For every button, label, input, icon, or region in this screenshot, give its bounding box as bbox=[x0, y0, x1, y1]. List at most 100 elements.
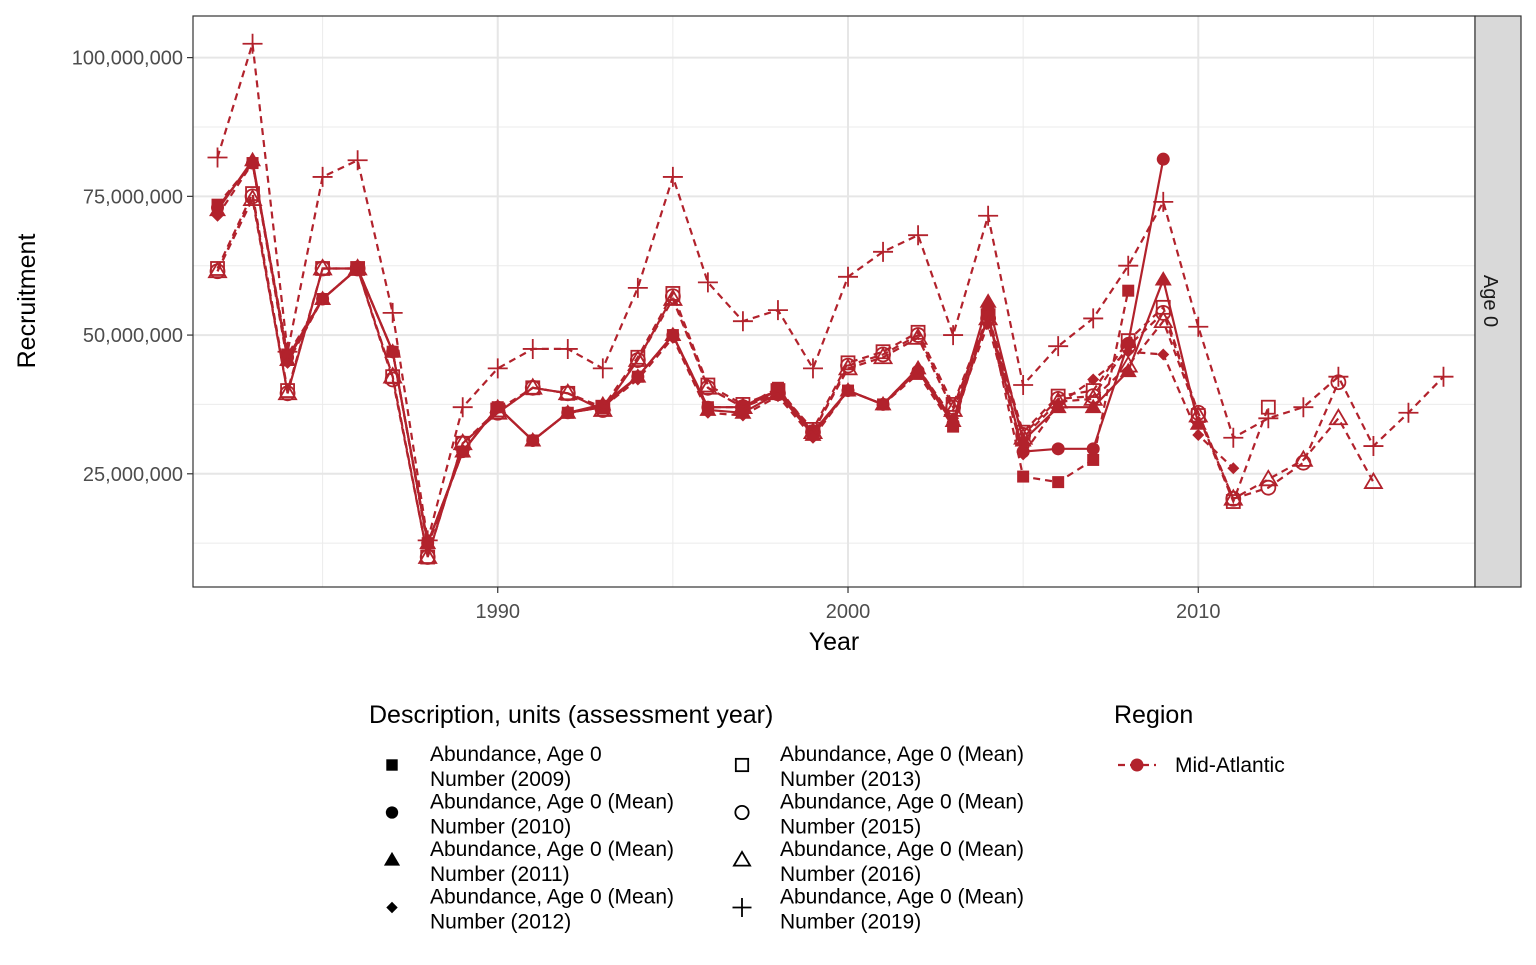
data-point-open-triangle bbox=[767, 383, 789, 401]
x-axis-title: Year bbox=[809, 628, 860, 656]
data-point-plus bbox=[802, 358, 823, 379]
data-point-filled-triangle bbox=[1119, 362, 1137, 378]
legend-entry-line1: Abundance, Age 0 (Mean) bbox=[780, 791, 1024, 814]
y-tick-label: 100,000,000 bbox=[72, 48, 183, 70]
data-point-plus bbox=[557, 338, 578, 359]
y-tick-label: 50,000,000 bbox=[83, 325, 183, 347]
data-point-open-triangle bbox=[907, 327, 929, 345]
data-point-plus bbox=[697, 272, 718, 293]
data-point-open-triangle bbox=[1188, 405, 1209, 423]
data-point-plus bbox=[1293, 397, 1314, 418]
data-point-open-circle bbox=[1260, 479, 1277, 496]
y-tick-label: 25,000,000 bbox=[83, 464, 183, 486]
legend-key-open-circle-icon bbox=[734, 804, 750, 821]
data-point-open-triangle bbox=[697, 377, 718, 395]
data-point-open-triangle bbox=[557, 383, 578, 401]
data-point-open-triangle bbox=[627, 349, 648, 367]
data-point-plus bbox=[1328, 366, 1349, 387]
data-point-filled-triangle bbox=[209, 201, 227, 217]
data-point-filled-diamond bbox=[1227, 462, 1240, 475]
data-point-filled-diamond bbox=[316, 293, 329, 306]
data-point-open-triangle bbox=[1223, 488, 1244, 506]
data-point-filled-triangle bbox=[1084, 398, 1102, 414]
data-point-open-triangle bbox=[1258, 469, 1279, 487]
data-point-filled-diamond bbox=[211, 209, 224, 222]
legend-entry-line2: Number (2019) bbox=[780, 911, 921, 934]
data-point-filled-diamond bbox=[842, 384, 855, 397]
legend-key-open-triangle-icon bbox=[732, 850, 752, 867]
legend-key-filled-diamond-icon bbox=[386, 901, 398, 914]
data-point-open-triangle bbox=[1048, 391, 1069, 409]
data-point-open-triangle bbox=[732, 396, 754, 415]
data-point-filled-diamond bbox=[1017, 448, 1030, 461]
data-point-filled-diamond bbox=[1157, 348, 1170, 361]
data-point-filled-diamond bbox=[701, 406, 714, 419]
facet-strip-label: Age 0 bbox=[1479, 275, 1501, 327]
color-legend-title: Region bbox=[1114, 701, 1193, 729]
data-point-open-triangle bbox=[1083, 388, 1104, 406]
legend-entry-line1: Abundance, Age 0 (Mean) bbox=[780, 838, 1024, 861]
data-point-open-triangle bbox=[592, 399, 613, 417]
data-point-open-triangle bbox=[277, 383, 298, 401]
data-point-open-triangle bbox=[872, 346, 894, 365]
legend-entry: Abundance, Age 0 (Mean)Number (2011) bbox=[383, 838, 674, 886]
data-point-filled-diamond bbox=[1192, 428, 1205, 441]
data-point-filled-triangle bbox=[979, 293, 997, 308]
data-point-plus bbox=[242, 33, 263, 54]
data-point-plus bbox=[627, 277, 648, 298]
color-legend-dot-icon bbox=[1130, 758, 1144, 772]
legend-key-open-square-icon bbox=[734, 757, 750, 773]
data-point-plus bbox=[1398, 402, 1419, 423]
data-point-plus bbox=[347, 150, 368, 171]
data-point-open-triangle bbox=[1363, 471, 1384, 489]
data-point-plus bbox=[767, 300, 788, 321]
color-legend: Mid-Atlantic bbox=[1118, 754, 1285, 777]
plot-panel-background bbox=[193, 16, 1475, 587]
data-point-filled-diamond bbox=[526, 434, 539, 447]
legend-entry-line2: Number (2016) bbox=[780, 863, 921, 886]
data-point-plus bbox=[312, 166, 333, 187]
legend-key-filled-circle-icon bbox=[385, 806, 399, 819]
data-point-plus bbox=[943, 325, 964, 346]
legend-key-filled-triangle-icon bbox=[383, 851, 401, 866]
legend-entry-line2: Number (2013) bbox=[780, 768, 921, 791]
data-point-open-triangle bbox=[522, 377, 543, 395]
data-point-filled-diamond bbox=[561, 406, 574, 419]
data-point-plus bbox=[1153, 191, 1174, 212]
data-point-open-triangle bbox=[207, 260, 228, 279]
data-point-filled-square bbox=[1017, 470, 1030, 483]
x-tick-label: 2010 bbox=[1176, 601, 1221, 623]
legend-entry: Abundance, Age 0 (Mean)Number (2016) bbox=[732, 838, 1024, 886]
color-legend-entry: Mid-Atlantic bbox=[1118, 754, 1285, 777]
legend-entry-line2: Number (2015) bbox=[780, 816, 921, 839]
data-point-open-circle bbox=[1120, 338, 1137, 355]
data-point-open-triangle bbox=[662, 288, 683, 306]
data-point-plus bbox=[1188, 316, 1209, 337]
data-point-open-triangle bbox=[837, 358, 859, 376]
data-point-open-triangle bbox=[1013, 427, 1034, 445]
data-point-plus bbox=[1363, 436, 1384, 457]
series-plus bbox=[207, 33, 1454, 551]
data-point-plus bbox=[978, 205, 999, 226]
data-point-filled-circle bbox=[1086, 442, 1100, 456]
data-point-open-triangle bbox=[978, 308, 999, 326]
legend-entry: Abundance, Age 0 (Mean)Number (2019) bbox=[732, 886, 1024, 934]
facet-strip bbox=[1474, 15, 1522, 588]
data-point-filled-diamond bbox=[666, 331, 679, 344]
data-point-open-triangle bbox=[487, 402, 508, 420]
data-point-open-triangle bbox=[1328, 408, 1349, 426]
data-point-open-triangle bbox=[1118, 355, 1139, 373]
legend-entry-line2: Number (2010) bbox=[430, 816, 571, 839]
data-point-open-triangle bbox=[312, 258, 333, 276]
legend-key-plus-icon bbox=[732, 898, 752, 917]
legend-entry-line2: Number (2012) bbox=[430, 911, 571, 934]
data-point-open-triangle bbox=[452, 433, 473, 451]
data-point-plus bbox=[1433, 366, 1454, 387]
x-tick-label: 2000 bbox=[826, 601, 871, 623]
data-point-plus bbox=[732, 311, 753, 332]
data-point-plus bbox=[662, 166, 683, 187]
legend-entry-line1: Abundance, Age 0 (Mean) bbox=[430, 886, 674, 909]
data-point-plus bbox=[592, 358, 613, 379]
